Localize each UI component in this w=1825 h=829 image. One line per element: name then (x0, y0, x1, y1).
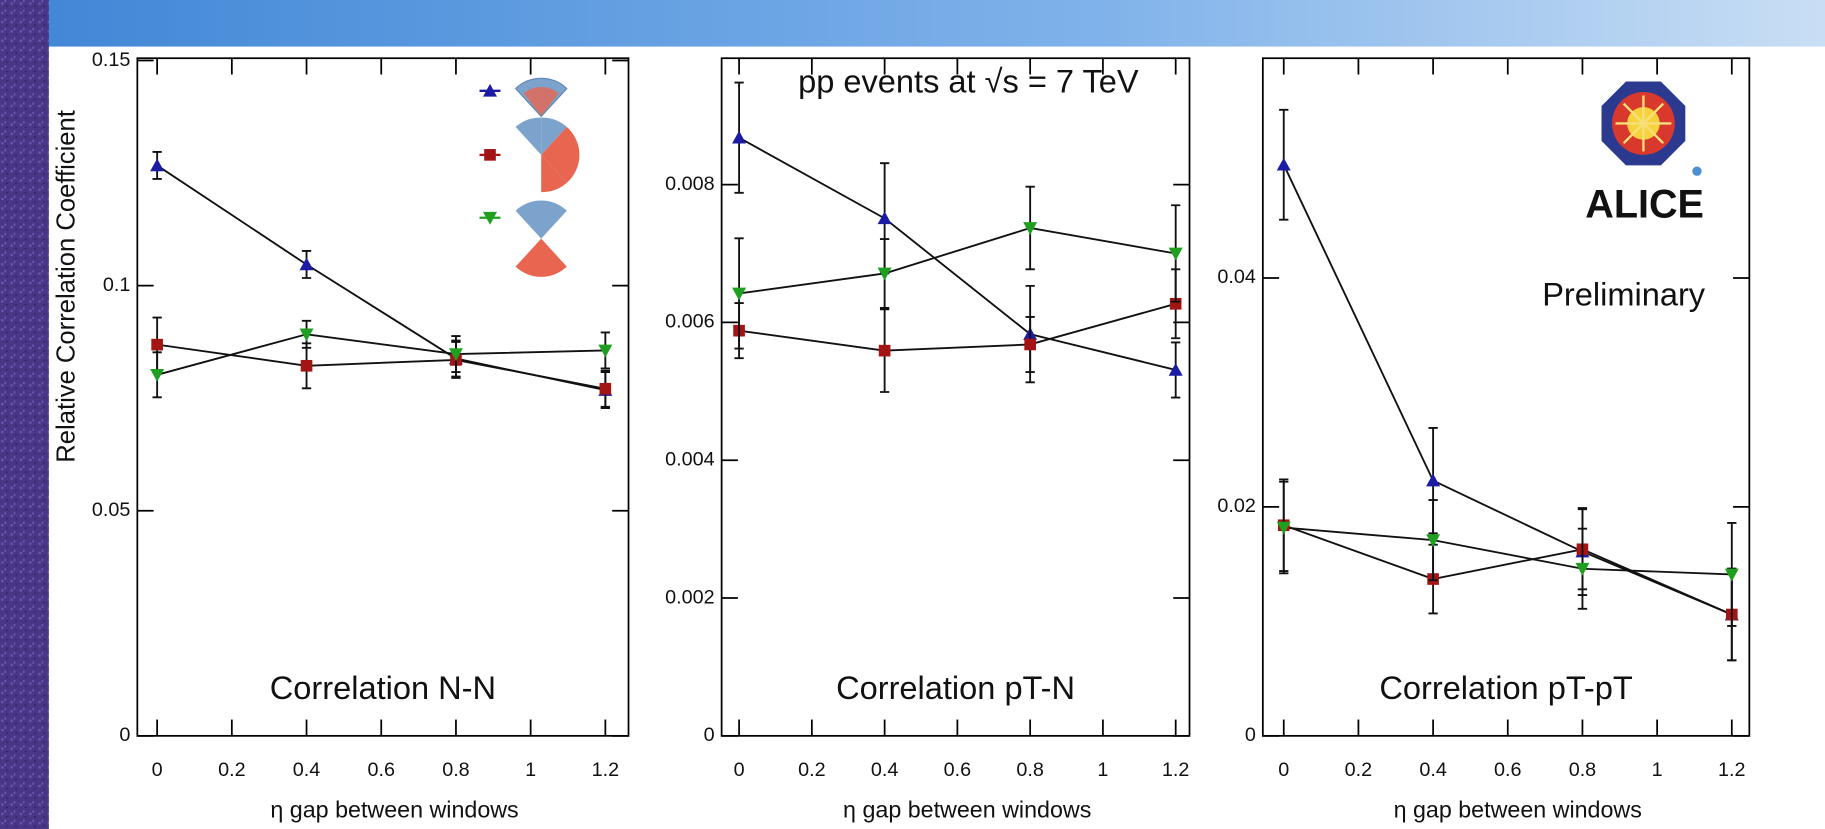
x-tick-label: 0.8 (1016, 759, 1043, 781)
panel-title: Correlation pT-pT (1379, 669, 1633, 706)
x-tick-label: 0.4 (293, 759, 320, 781)
y-tick-label: 0.1 (103, 274, 130, 296)
x-tick-label: 0.6 (368, 759, 395, 781)
x-tick-label: 0.4 (1419, 759, 1446, 781)
data-point (1024, 338, 1036, 351)
annotation: Preliminary (1542, 276, 1706, 313)
data-point (299, 328, 314, 342)
data-point (1575, 562, 1590, 576)
series-line (1283, 524, 1733, 616)
plot-frame (1261, 57, 1751, 737)
data-point (878, 344, 891, 357)
data-point (151, 338, 163, 351)
data-point (1276, 521, 1291, 535)
annotation: pp events at √s = 7 TeV (798, 62, 1139, 99)
alice-logo (1601, 81, 1702, 176)
x-tick-label: 1 (1652, 759, 1663, 781)
y-tick-label: 0.04 (1217, 266, 1255, 288)
x-tick-label: 0 (152, 759, 163, 781)
data-point (1426, 534, 1441, 548)
data-point (877, 267, 892, 281)
x-tick-label: 1 (525, 759, 536, 781)
y-axis-label: Relative Correlation Coefficient (52, 110, 80, 463)
data-point (732, 130, 747, 144)
data-point (1168, 362, 1183, 376)
data-point (448, 348, 463, 362)
data-point (300, 359, 313, 372)
series-line (738, 302, 1176, 352)
annotation: ALICE (1585, 183, 1704, 227)
x-tick-label: 0.8 (1569, 759, 1596, 781)
x-tick-label: 0.6 (944, 759, 971, 781)
y-tick-label: 0 (704, 724, 715, 746)
x-tick-label: 1.2 (592, 759, 619, 781)
x-tick-label: 1.2 (1718, 759, 1745, 781)
x-tick-label: 0 (734, 759, 745, 781)
x-tick-label: 0.6 (1494, 759, 1521, 781)
panel-title: Correlation pT-N (836, 669, 1075, 706)
data-point (1168, 247, 1183, 261)
legend-marker (484, 149, 496, 161)
series-line (1283, 526, 1732, 576)
legend-marker (483, 211, 497, 225)
data-point (1276, 157, 1291, 171)
series-line (1282, 164, 1733, 616)
panel-title: Correlation N-N (270, 669, 496, 706)
x-axis-label: η gap between windows (270, 797, 518, 823)
series-line (738, 136, 1176, 371)
x-tick-label: 0.2 (798, 759, 825, 781)
data-point (299, 257, 314, 271)
y-tick-label: 0.002 (665, 586, 714, 608)
data-point (732, 287, 747, 301)
data-point (1023, 222, 1038, 235)
x-tick-label: 0.2 (1345, 759, 1372, 781)
data-point (1426, 473, 1441, 487)
legend-marker (483, 83, 497, 97)
side-stripe (0, 0, 49, 829)
y-tick-label: 0.008 (665, 173, 714, 195)
data-point (150, 368, 165, 382)
y-tick-label: 0 (1245, 724, 1256, 746)
series-line (738, 227, 1176, 295)
data-point (150, 158, 165, 172)
plot-frame (720, 57, 1191, 737)
x-tick-label: 0.4 (871, 759, 898, 781)
y-tick-label: 0.006 (665, 311, 714, 333)
data-point (1724, 568, 1739, 582)
y-tick-label: 0.15 (92, 49, 130, 71)
x-axis-label: η gap between windows (843, 797, 1091, 823)
x-tick-label: 0 (1278, 759, 1289, 781)
x-tick-label: 0.8 (442, 759, 469, 781)
series-line (156, 333, 606, 376)
y-tick-label: 0 (119, 724, 130, 746)
legend-pictograms (514, 77, 580, 277)
data-point (599, 382, 612, 395)
x-tick-label: 0.2 (218, 759, 245, 781)
data-point (877, 211, 892, 225)
y-tick-label: 0.004 (665, 448, 714, 470)
y-tick-label: 0.02 (1217, 495, 1255, 517)
data-point (598, 344, 613, 358)
x-tick-label: 1.2 (1162, 759, 1189, 781)
header-band (0, 0, 1825, 47)
x-tick-label: 1 (1097, 759, 1108, 781)
y-tick-label: 0.05 (92, 499, 130, 521)
plot-frame (136, 57, 630, 737)
x-axis-label: η gap between windows (1394, 797, 1642, 823)
